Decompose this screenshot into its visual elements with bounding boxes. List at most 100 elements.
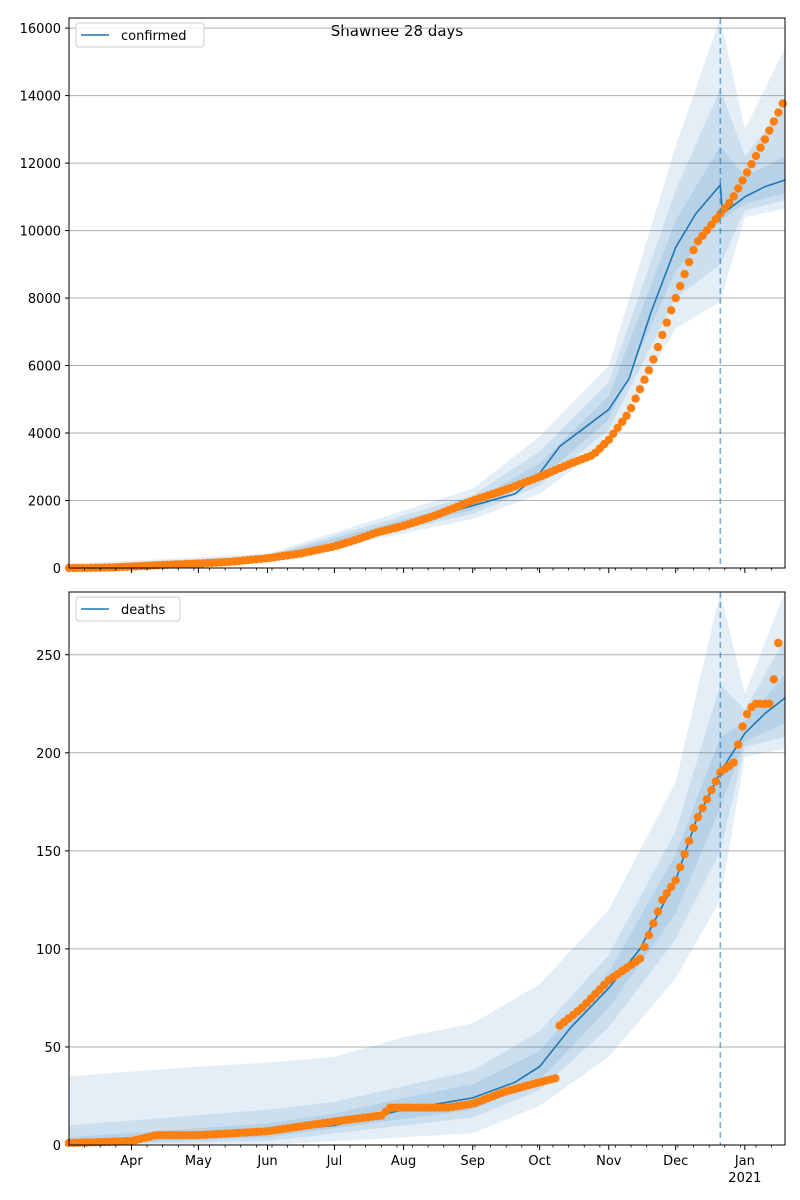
confirmed-observed-point xyxy=(729,192,738,201)
confirmed-observed-point xyxy=(671,293,680,303)
confirmed-legend-label: confirmed xyxy=(121,29,187,44)
deaths-x-tick-label: Apr xyxy=(120,1154,143,1169)
confirmed-y-tick-label: 6000 xyxy=(28,360,61,375)
confirmed-observed-point xyxy=(751,151,761,161)
confirmed-observed-point xyxy=(653,342,663,352)
confirmed-uncertainty-band-3 xyxy=(69,146,785,568)
confirmed-observed-point xyxy=(747,160,756,169)
chart-title: Shawnee 28 days xyxy=(331,22,464,40)
deaths-observed-point xyxy=(667,882,676,891)
confirmed-y-tick-label: 16000 xyxy=(20,22,61,37)
confirmed-observed-point xyxy=(689,245,698,255)
deaths-observed-point xyxy=(662,889,671,898)
deaths-observed-point xyxy=(649,919,658,928)
confirmed-observed-point xyxy=(778,99,787,108)
confirmed-observed-point xyxy=(725,198,734,208)
confirmed-observed-point xyxy=(676,281,685,291)
deaths-observed-point xyxy=(658,895,667,905)
deaths-legend-box xyxy=(75,596,181,622)
deaths-y-tick-label: 0 xyxy=(53,1139,61,1154)
deaths-observed-point xyxy=(702,795,712,804)
confirmed-observed-point xyxy=(618,417,627,426)
deaths-uncertainty-band-1 xyxy=(69,592,785,1145)
deaths-x-tick-label: Dec xyxy=(663,1154,688,1169)
confirmed-observed-point xyxy=(769,117,778,126)
deaths-x-tick-label: Jun xyxy=(256,1154,277,1169)
deaths-x-tick-label: Jul xyxy=(326,1154,343,1169)
deaths-observed-point xyxy=(635,954,645,963)
confirmed-observed-point xyxy=(635,385,645,394)
deaths-observed-point xyxy=(774,638,783,648)
confirmed-observed-point xyxy=(702,226,712,235)
deaths-axes-frame xyxy=(68,591,786,1146)
confirmed-observed-point xyxy=(667,306,676,315)
confirmed-y-tick-label: 4000 xyxy=(28,427,61,442)
confirmed-panel: 0 2000 4000 6000 8000 10000 12000 14000 16000 con… xyxy=(20,17,787,577)
deaths-y-tick-label: 150 xyxy=(36,845,61,860)
confirmed-observed-point xyxy=(662,318,671,327)
confirmed-observed-point xyxy=(684,257,694,267)
deaths-observed-point xyxy=(653,907,663,916)
confirmed-observed-point xyxy=(658,330,667,340)
deaths-x-tick-label: Jan xyxy=(734,1154,755,1169)
deaths-observed-point xyxy=(765,699,774,708)
confirmed-y-tick-label: 2000 xyxy=(28,495,61,510)
confirmed-observed-point xyxy=(644,366,654,375)
confirmed-observed-point xyxy=(640,375,649,384)
confirmed-observed-point xyxy=(626,403,636,413)
deaths-observed-point xyxy=(769,675,778,684)
confirmed-observed-point xyxy=(649,355,658,364)
confirmed-axes-frame xyxy=(68,17,786,569)
confirmed-observed-point xyxy=(760,135,770,144)
deaths-observed-point xyxy=(711,777,721,786)
deaths-observed-point xyxy=(671,876,680,885)
deaths-observed-point xyxy=(707,786,716,795)
deaths-observed-point xyxy=(644,931,654,940)
deaths-y-tick-label: 200 xyxy=(36,747,61,762)
confirmed-observed-point xyxy=(622,411,631,420)
deaths-observed-point xyxy=(640,942,649,952)
deaths-observed-point xyxy=(734,740,743,749)
deaths-observed-point xyxy=(693,812,703,822)
deaths-x-tick-sublabel: 2021 xyxy=(728,1171,761,1186)
confirmed-y-tick-label: 10000 xyxy=(20,225,61,240)
deaths-x-tick-label: Oct xyxy=(528,1154,550,1169)
deaths-y-tick-label: 50 xyxy=(44,1041,61,1056)
deaths-uncertainty-band-2 xyxy=(69,639,785,1145)
confirmed-y-tick-label: 0 xyxy=(53,562,61,577)
deaths-observed-point xyxy=(684,836,694,846)
confirmed-uncertainty-band-1 xyxy=(69,18,785,568)
confirmed-y-tick-label: 8000 xyxy=(28,292,61,307)
deaths-x-tick-label: Nov xyxy=(596,1154,622,1169)
deaths-observed-point xyxy=(742,709,752,719)
confirmed-observed-point xyxy=(774,108,783,117)
deaths-observed-point xyxy=(729,758,738,767)
confirmed-observed-point xyxy=(756,143,765,152)
deaths-observed-point xyxy=(738,722,747,731)
deaths-observed-point xyxy=(676,863,685,872)
deaths-x-tick-label: Aug xyxy=(391,1154,416,1169)
deaths-y-tick-label: 250 xyxy=(36,649,61,664)
confirmed-observed-point xyxy=(613,423,622,432)
deaths-panel: 0 50 100 150 200 250 Apr May Jun Jul Aug Sep Oct Nov D… xyxy=(36,591,786,1186)
confirmed-uncertainty-band-2 xyxy=(69,88,785,569)
confirmed-observed-point xyxy=(604,435,613,444)
deaths-observed-point xyxy=(689,823,698,833)
confirmed-observed-point xyxy=(609,429,618,438)
confirmed-observed-point xyxy=(765,126,774,135)
deaths-y-tick-label: 100 xyxy=(36,943,61,958)
deaths-legend-label: deaths xyxy=(121,603,166,618)
deaths-observed-point xyxy=(698,803,707,813)
confirmed-y-tick-label: 12000 xyxy=(20,157,61,172)
deaths-observed-point xyxy=(680,849,689,859)
deaths-x-tick-label: Sep xyxy=(460,1154,485,1169)
confirmed-observed-point xyxy=(680,269,689,279)
confirmed-observed-point xyxy=(631,394,640,403)
confirmed-observed-point xyxy=(738,176,747,185)
confirmed-observed-point xyxy=(734,184,743,193)
confirmed-y-tick-label: 14000 xyxy=(20,90,61,105)
confirmed-observed-point xyxy=(742,168,752,177)
deaths-x-tick-label: May xyxy=(185,1154,212,1169)
deaths-observed-point xyxy=(551,1074,560,1083)
